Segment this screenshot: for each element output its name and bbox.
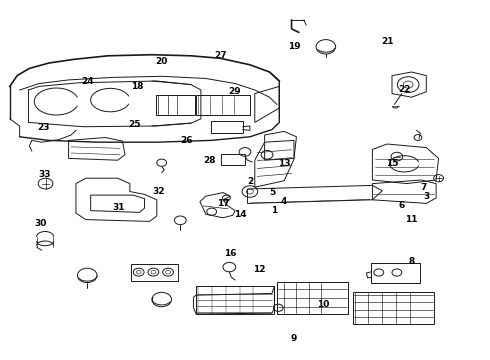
Bar [353,292,434,324]
Bar [211,121,243,133]
Text: 33: 33 [39,170,51,179]
Text: 28: 28 [203,156,216,165]
Text: 13: 13 [278,159,291,168]
Text: 5: 5 [269,188,275,197]
Text: 27: 27 [214,51,227,60]
Text: 11: 11 [405,215,418,224]
Text: 1: 1 [271,206,277,215]
Text: 19: 19 [288,42,300,51]
Text: 9: 9 [291,334,297,343]
Text: 15: 15 [386,159,398,168]
Text: 7: 7 [420,183,427,192]
Text: 29: 29 [228,87,241,96]
Text: 31: 31 [113,202,125,211]
Text: 26: 26 [180,136,193,145]
Bar [277,282,348,314]
Text: 2: 2 [247,177,253,186]
Text: 18: 18 [131,82,144,91]
Text: 8: 8 [409,256,415,265]
Text: 30: 30 [34,219,47,228]
Text: 24: 24 [81,77,94,85]
Text: 3: 3 [423,192,429,201]
Text: 6: 6 [399,201,405,210]
Text: 25: 25 [128,120,141,129]
Bar [220,154,245,165]
Text: 16: 16 [224,249,237,258]
Text: 23: 23 [37,123,49,132]
Text: 12: 12 [253,266,266,274]
Bar [196,95,250,115]
Bar [196,286,274,314]
Bar [156,95,195,115]
Bar [371,263,420,283]
Text: 20: 20 [155,57,168,66]
Text: 22: 22 [398,85,411,94]
Text: 4: 4 [281,197,288,206]
Bar [131,264,178,281]
Text: 10: 10 [317,300,330,309]
Text: 17: 17 [217,199,229,208]
Text: 14: 14 [234,210,246,219]
Text: 21: 21 [381,37,393,46]
Text: 32: 32 [152,187,165,197]
